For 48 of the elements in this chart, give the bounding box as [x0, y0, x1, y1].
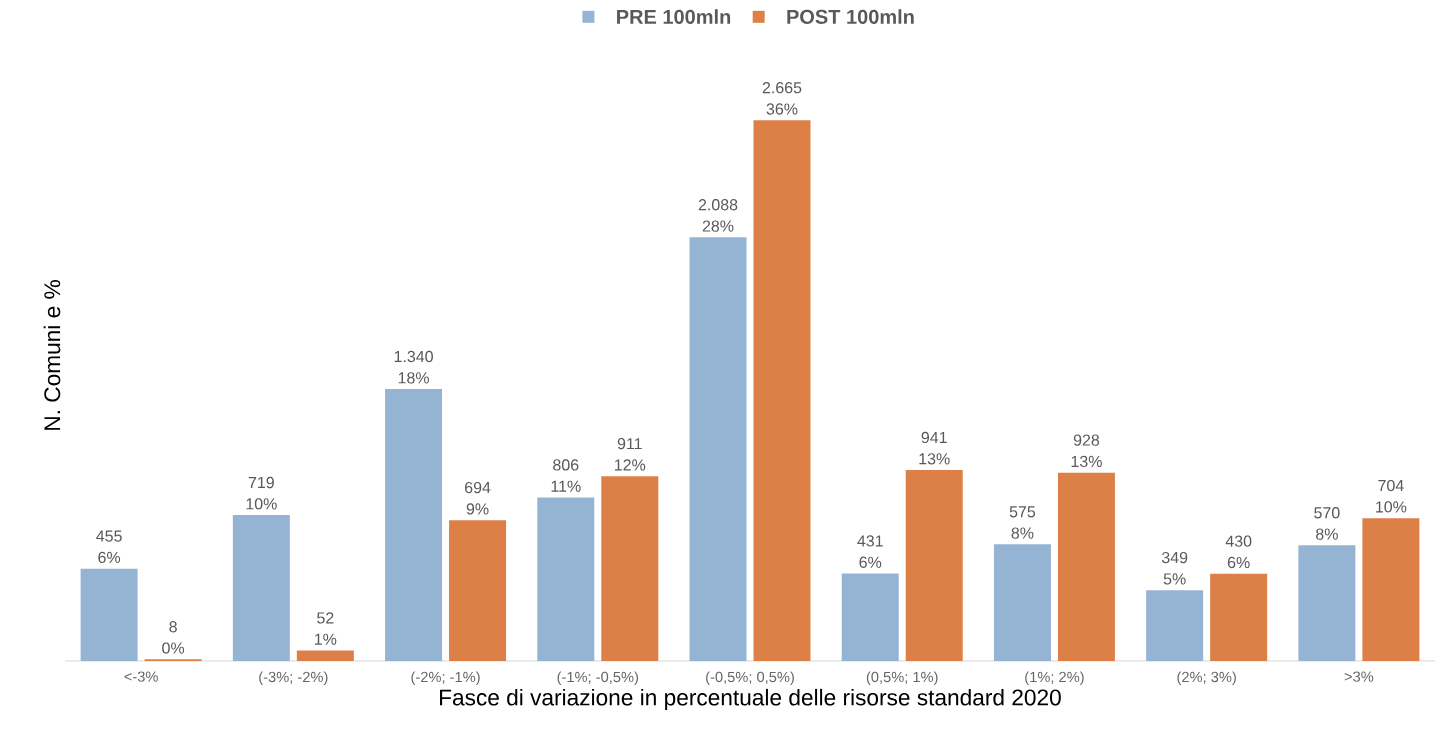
x-tick-label: (-0,5%; 0,5%) — [706, 671, 794, 686]
x-tick-label: (-3%; -2%) — [259, 671, 328, 686]
x-tick-label: (1%; 2%) — [1025, 671, 1084, 686]
data-label: 2.665 36% — [762, 82, 802, 115]
x-axis-title: Fasce di variazione in percentuale delle risorse standard 2020 — [440, 688, 1061, 710]
bar — [537, 497, 595, 661]
x-tick-label: (-1%; -0,5%) — [557, 671, 639, 686]
data-label: 2.088 28% — [698, 199, 738, 232]
bar — [601, 476, 659, 661]
x-tick-label: <-3% — [124, 671, 158, 682]
bar — [449, 520, 507, 661]
data-label: 455 6% — [96, 530, 122, 564]
data-label: 806 11% — [551, 459, 581, 492]
data-label: 941 13% — [919, 431, 950, 465]
bar — [753, 120, 811, 661]
legend-label: POST 100mln — [787, 9, 914, 24]
x-tick-label: (-2%; -1%) — [411, 671, 480, 686]
bar — [1210, 573, 1268, 661]
data-label: 52 1% — [314, 612, 337, 645]
data-label: 911 12% — [614, 437, 646, 471]
data-label: 349 5% — [1161, 551, 1188, 585]
bar — [1298, 545, 1356, 661]
bar — [1362, 518, 1420, 661]
bar — [841, 573, 899, 661]
x-tick-label: >3% — [1344, 671, 1374, 682]
bar — [80, 568, 138, 661]
y-axis-title: N. Comuni e % — [43, 280, 61, 430]
bar — [1146, 590, 1204, 661]
data-label: 1.340 18% — [394, 350, 433, 384]
bar — [993, 544, 1051, 661]
data-label: 431 6% — [857, 535, 883, 568]
bar — [385, 389, 443, 661]
bar — [689, 237, 747, 661]
bar — [1057, 472, 1115, 661]
data-label: 928 13% — [1071, 434, 1102, 468]
bar — [905, 470, 963, 661]
x-tick-label: (2%; 3%) — [1177, 671, 1236, 686]
data-label: 694 9% — [465, 481, 491, 515]
data-label: 575 8% — [1009, 506, 1036, 539]
data-label: 704 10% — [1376, 479, 1407, 513]
legend-label: PRE 100mln — [617, 9, 731, 24]
bar — [296, 650, 354, 661]
data-label: 430 6% — [1225, 535, 1252, 569]
x-tick-label: (0,5%; 1%) — [866, 671, 938, 686]
bar — [232, 515, 290, 661]
data-label: 719 10% — [246, 476, 277, 510]
data-label: 8 0% — [162, 621, 185, 654]
data-label: 570 8% — [1314, 507, 1340, 540]
